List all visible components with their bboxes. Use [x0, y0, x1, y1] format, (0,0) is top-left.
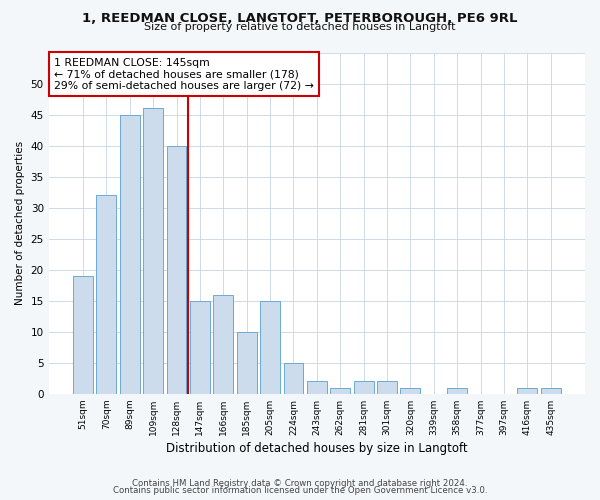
Bar — [73, 276, 93, 394]
Bar — [330, 388, 350, 394]
Bar — [400, 388, 421, 394]
Bar — [353, 382, 374, 394]
Bar — [447, 388, 467, 394]
Bar — [237, 332, 257, 394]
Bar — [517, 388, 537, 394]
Bar — [284, 363, 304, 394]
Bar — [260, 300, 280, 394]
Text: 1 REEDMAN CLOSE: 145sqm
← 71% of detached houses are smaller (178)
29% of semi-d: 1 REEDMAN CLOSE: 145sqm ← 71% of detache… — [54, 58, 314, 91]
Bar — [214, 294, 233, 394]
Text: Contains public sector information licensed under the Open Government Licence v3: Contains public sector information licen… — [113, 486, 487, 495]
Text: 1, REEDMAN CLOSE, LANGTOFT, PETERBOROUGH, PE6 9RL: 1, REEDMAN CLOSE, LANGTOFT, PETERBOROUGH… — [82, 12, 518, 26]
Bar — [541, 388, 560, 394]
Bar — [120, 114, 140, 394]
X-axis label: Distribution of detached houses by size in Langtoft: Distribution of detached houses by size … — [166, 442, 467, 455]
Bar — [167, 146, 187, 394]
Bar — [377, 382, 397, 394]
Text: Size of property relative to detached houses in Langtoft: Size of property relative to detached ho… — [144, 22, 456, 32]
Bar — [143, 108, 163, 394]
Bar — [190, 300, 210, 394]
Text: Contains HM Land Registry data © Crown copyright and database right 2024.: Contains HM Land Registry data © Crown c… — [132, 478, 468, 488]
Bar — [97, 195, 116, 394]
Y-axis label: Number of detached properties: Number of detached properties — [15, 141, 25, 305]
Bar — [307, 382, 327, 394]
